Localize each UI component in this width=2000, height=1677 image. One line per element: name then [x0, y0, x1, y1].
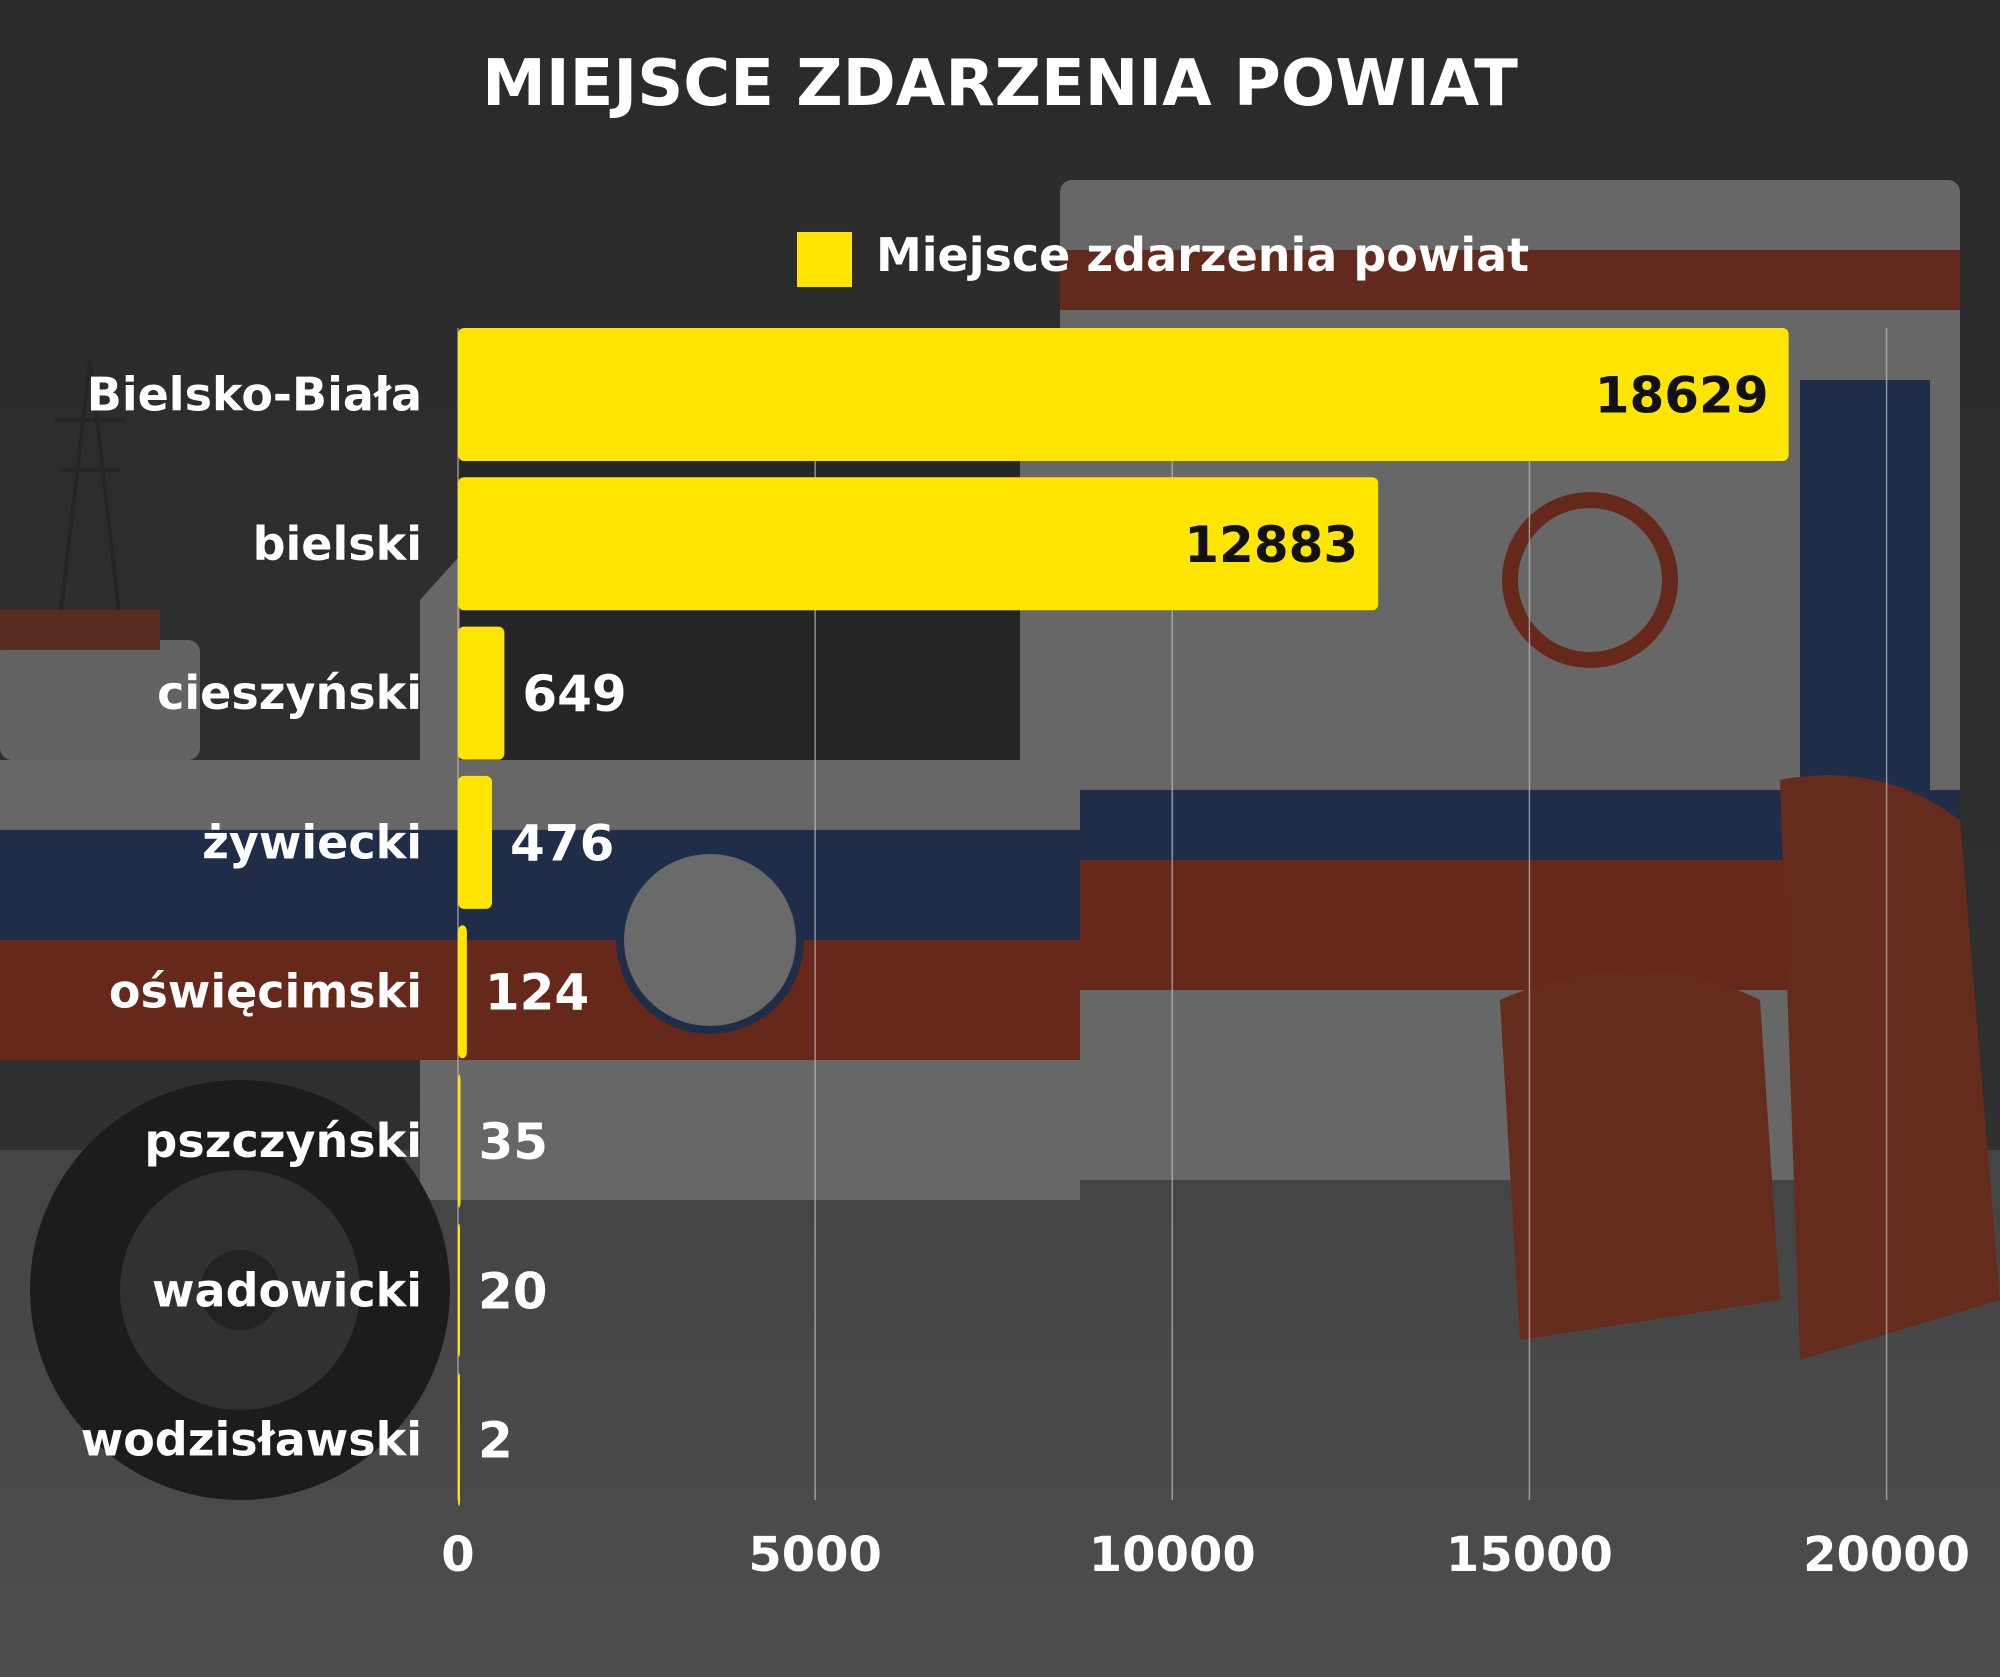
category-label-2: cieszyński [157, 666, 422, 720]
category-label-1: bielski [253, 517, 422, 571]
bar-7 [458, 1373, 460, 1507]
category-label-7: wodzisławski [81, 1413, 422, 1467]
data-label-2: 649 [522, 665, 626, 723]
x-tick-label-2: 10000 [1089, 1527, 1256, 1583]
category-label-4: oświęcimski [109, 965, 422, 1019]
legend-label: Miejsce zdarzenia powiat [876, 228, 1529, 282]
x-tick-label-3: 15000 [1446, 1527, 1613, 1583]
category-label-0: Bielsko-Biała [87, 368, 422, 422]
data-label-5: 35 [479, 1113, 549, 1171]
x-tick-label-0: 0 [441, 1527, 474, 1583]
data-label-4: 124 [485, 964, 589, 1022]
legend-swatch [797, 232, 852, 287]
data-label-7: 2 [478, 1412, 513, 1470]
data-label-3: 476 [510, 814, 614, 872]
legend: Miejsce zdarzenia powiat [797, 228, 1529, 287]
bar-6 [458, 1223, 460, 1357]
category-label-3: żywiecki [202, 815, 422, 869]
bars [458, 328, 1789, 1507]
bar-0 [458, 328, 1789, 461]
bar-3 [458, 775, 492, 909]
bar-5 [458, 1074, 461, 1208]
bar-1 [458, 477, 1379, 611]
bar-2 [458, 626, 505, 760]
x-axis-tick-labels: 0 5000 10000 15000 20000 [441, 1527, 1970, 1583]
x-tick-label-4: 20000 [1803, 1527, 1970, 1583]
category-label-6: wadowicki [152, 1263, 422, 1317]
x-tick-label-1: 5000 [748, 1527, 882, 1583]
category-label-5: pszczyński [144, 1114, 422, 1168]
category-labels: Bielsko-Biała bielski cieszyński żywiecki oś… [81, 368, 422, 1467]
bar-4 [458, 925, 467, 1059]
data-labels: 18629 12883 649 476 124 35 20 2 [478, 367, 1769, 1470]
data-label-6: 20 [478, 1262, 548, 1320]
chart-title: MIEJSCE ZDARZENIA POWIAT [482, 47, 1518, 121]
data-label-1: 12883 [1184, 516, 1358, 574]
data-label-0: 18629 [1595, 367, 1769, 425]
